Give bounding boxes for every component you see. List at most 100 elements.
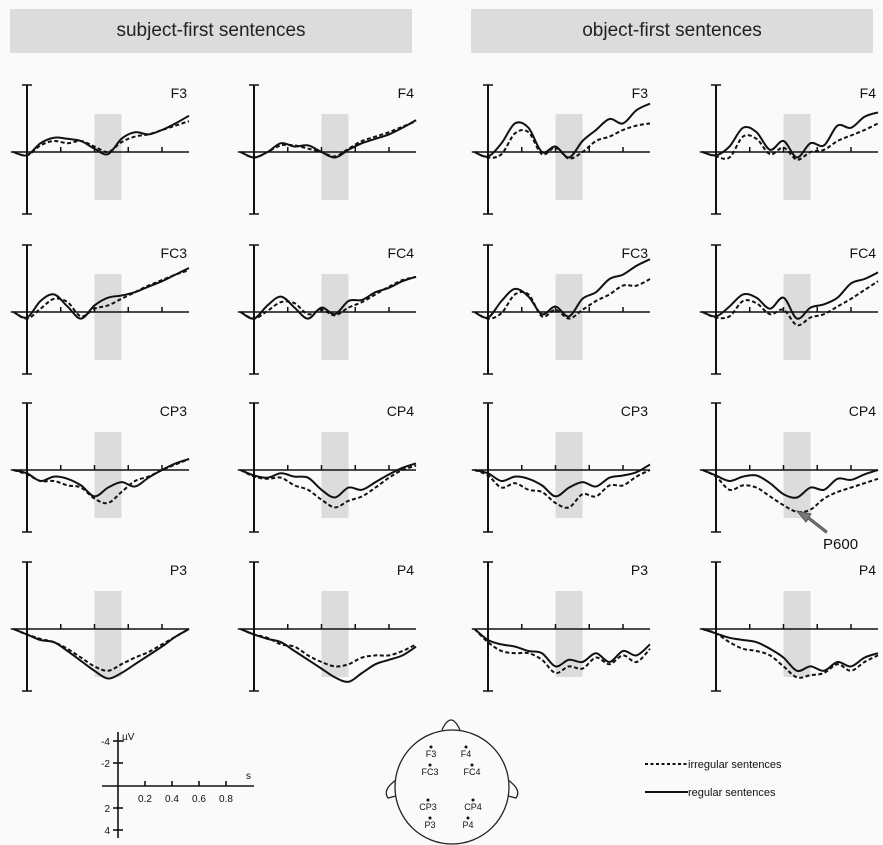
electrode-label: P3 (424, 820, 435, 830)
legend-regular-label: regular sentences (688, 787, 776, 799)
trace-regular (240, 628, 417, 683)
electrode-label: F3 (426, 749, 437, 759)
panel-electrode-label: FC3 (161, 245, 188, 261)
trace-regular (474, 102, 651, 159)
trace-irregular (474, 278, 651, 320)
panel-subject-first-fc4: FC4 (237, 244, 417, 375)
legend: irregular sentences regular sentences (645, 759, 782, 799)
trace-regular (13, 628, 190, 680)
trace-regular (240, 462, 417, 499)
head-ear-left (385, 779, 397, 799)
scale-xtick-label: 0.6 (192, 794, 206, 805)
panel-electrode-label: CP4 (387, 403, 414, 419)
panel-object-first-fc4: FC4 (699, 244, 879, 375)
header-subject-first: subject-first sentences (10, 9, 412, 53)
scale-ytick-label: -2 (101, 759, 110, 770)
header-object-first-label: object-first sentences (582, 20, 762, 41)
panel-electrode-label: F3 (632, 85, 649, 101)
trace-regular (702, 271, 879, 320)
head-outline (394, 729, 510, 845)
scale-unit-x: s (246, 771, 251, 782)
panel-electrode-label: CP3 (621, 403, 648, 419)
trace-irregular (702, 469, 879, 514)
highlight-window (94, 432, 122, 518)
highlight-window (555, 591, 583, 677)
scale-ytick-label: 2 (104, 804, 110, 815)
panel-electrode-label: F4 (398, 85, 415, 101)
electrode-dot (426, 798, 430, 802)
trace-regular (474, 258, 651, 319)
panel-subject-first-fc3: FC3 (10, 244, 190, 375)
highlight-window (94, 274, 122, 360)
head-ear-right (507, 779, 519, 799)
panel-object-first-fc3: FC3 (471, 244, 651, 375)
trace-regular (13, 114, 190, 157)
panel-electrode-label: FC4 (388, 245, 415, 261)
trace-irregular (13, 628, 190, 672)
p600-arrow (795, 510, 828, 534)
trace-regular (13, 458, 190, 498)
head-nose (441, 719, 461, 731)
header-object-first: object-first sentences (471, 9, 873, 53)
panel-electrode-label: P4 (859, 562, 876, 578)
scale-labels: µV s -4 -2 2 4 0.2 0.4 0.6 0.8 (101, 732, 251, 837)
highlight-window (783, 432, 811, 518)
p600-annotation: P600 (795, 510, 858, 553)
panel-object-first-f3: F3 (471, 84, 651, 215)
electrode-label: FC3 (421, 767, 438, 777)
electrode-dot (464, 745, 468, 749)
electrode-dot (466, 816, 470, 820)
panel-subject-first-cp3: CP3 (10, 402, 190, 533)
electrode-label: CP3 (419, 802, 437, 812)
panel-electrode-label: F4 (860, 85, 877, 101)
p600-label: P600 (823, 536, 858, 553)
highlight-window (94, 114, 122, 200)
scale-ytick-label: -4 (101, 737, 110, 748)
trace-irregular (13, 120, 190, 157)
trace-regular (473, 628, 651, 668)
highlight-window (783, 274, 811, 360)
electrode-label: FC4 (463, 767, 480, 777)
electrode-dot (428, 763, 432, 767)
trace-irregular (702, 280, 879, 327)
trace-regular (702, 111, 879, 159)
trace-irregular (240, 464, 417, 509)
trace-irregular (702, 628, 879, 679)
trace-irregular (240, 275, 417, 320)
trace-irregular (12, 269, 190, 320)
electrode-dot (471, 798, 475, 802)
trace-regular (702, 469, 879, 499)
scale-ytick-label: 4 (104, 826, 110, 837)
trace-irregular (473, 628, 651, 675)
scale-xtick-label: 0.8 (219, 794, 233, 805)
panel-object-first-f4: F4 (699, 84, 879, 215)
panel-electrode-label: F3 (171, 85, 188, 101)
electrode-labels: F3 F4 FC3 FC4 CP3 CP4 P3 P4 (419, 745, 482, 830)
electrode-dot (470, 763, 474, 767)
electrode-label: CP4 (464, 802, 482, 812)
trace-regular (239, 275, 417, 320)
panel-subject-first-f4: F4 (237, 84, 417, 215)
scale-xtick-label: 0.4 (165, 794, 179, 805)
trace-irregular (702, 122, 879, 161)
electrode-label: P4 (462, 820, 473, 830)
electrode-dot (429, 745, 433, 749)
panel-object-first-cp3: CP3 (471, 402, 651, 533)
electrode-head-map: F3 F4 FC3 FC4 CP3 CP4 P3 P4 (385, 719, 519, 845)
trace-regular (474, 463, 651, 498)
highlight-window (321, 274, 349, 360)
trace-regular (13, 267, 190, 320)
highlight-window (321, 591, 349, 677)
scale-bar (102, 732, 254, 838)
panel-object-first-cp4: CP4 (699, 402, 879, 533)
trace-irregular (474, 469, 651, 509)
highlight-window (555, 432, 583, 518)
panel-electrode-label: CP4 (849, 403, 876, 419)
panel-object-first-p3: P3 (471, 561, 651, 692)
highlight-window (783, 591, 811, 677)
scale-xtick-label: 0.2 (138, 794, 152, 805)
scale-unit-y: µV (122, 732, 135, 743)
highlight-window (94, 591, 122, 677)
header-subject-first-label: subject-first sentences (116, 20, 306, 41)
